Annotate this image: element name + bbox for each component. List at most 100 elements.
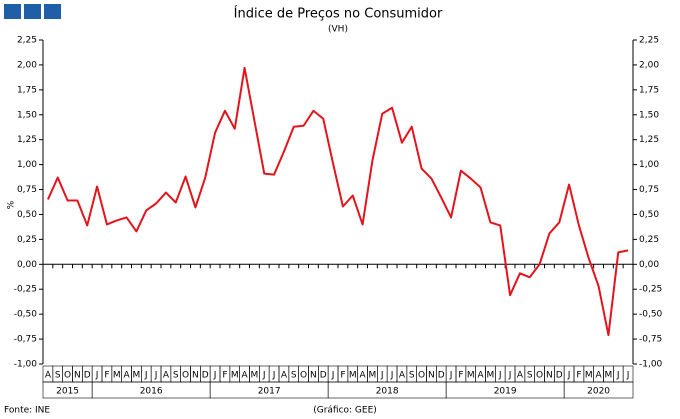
x-tick-label: J [272,371,276,381]
x-tick-label: O [536,371,543,381]
y-tick-label: -1,00 [14,360,38,370]
x-tick-label: A [477,371,484,381]
y-tick-label: 1,00 [17,160,37,170]
x-tick-label: M [133,371,141,381]
y-tick-label: 1,25 [17,135,37,145]
x-tick-label: F [104,371,109,381]
y-tick-label: -0,75 [14,335,37,345]
x-tick-label: S [291,371,297,381]
y2-tick-label: -0,50 [639,310,663,320]
y2-tick-label: 1,75 [639,85,659,95]
year-label: 2016 [140,387,163,397]
x-tick-label: D [438,371,445,381]
x-tick-label: O [182,371,189,381]
y2-tick-label: 2,00 [639,60,659,70]
x-tick-label: M [467,371,475,381]
y2-tick-label: 2,25 [639,36,659,46]
x-tick-label: M [349,371,357,381]
x-tick-label: F [340,371,345,381]
y-tick-label: 1,75 [17,85,37,95]
data-line [47,66,629,337]
x-tick-label: J [626,371,630,381]
x-tick-label: A [45,371,52,381]
x-tick-label: J [498,371,502,381]
source: Fonte: INE [4,406,50,416]
x-tick-label: M [585,371,593,381]
x-tick-label: M [113,371,121,381]
x-tick-label: A [281,371,288,381]
x-tick-label: J [154,371,158,381]
x-tick-label: J [567,371,571,381]
x-tick-label: S [55,371,61,381]
logo-square [24,4,41,19]
x-tick-label: M [487,371,495,381]
y2-tick-label: -0,25 [639,285,662,295]
x-tick-label: J [449,371,453,381]
y-axis-label: % [7,200,17,209]
logo-square [44,4,61,19]
y-tick-label: -0,25 [14,285,37,295]
logo-square [4,4,21,19]
y-tick-label: 0,00 [17,260,37,270]
y-tick-label: 2,00 [17,60,37,70]
x-tick-label: S [409,371,415,381]
x-tick-label: J [380,371,384,381]
x-tick-label: S [527,371,533,381]
year-label: 2020 [587,387,610,397]
x-tick-label: M [369,371,377,381]
x-tick-label: F [222,371,227,381]
x-tick-label: A [163,371,170,381]
x-tick-label: J [95,371,99,381]
y2-tick-label: 0,00 [639,260,659,270]
year-label: 2019 [494,387,517,397]
x-tick-label: F [458,371,463,381]
y2-tick-label: 0,75 [639,185,659,195]
x-tick-label: A [595,371,602,381]
y2-tick-label: 0,50 [639,210,659,220]
x-tick-label: O [300,371,307,381]
x-tick-label: A [359,371,366,381]
x-tick-label: J [331,371,335,381]
y-tick-label: 0,75 [17,185,37,195]
x-tick-label: A [399,371,406,381]
x-tick-label: D [202,371,209,381]
year-label: 2018 [376,387,399,397]
y2-tick-label: 1,50 [639,110,659,120]
x-tick-label: A [123,371,130,381]
x-tick-label: M [605,371,613,381]
x-tick-label: J [390,371,394,381]
x-tick-label: M [251,371,259,381]
y-tick-label: 0,50 [17,210,37,220]
x-tick-label: J [213,371,217,381]
y2-tick-label: 1,00 [639,160,659,170]
x-tick-label: D [320,371,327,381]
year-cell [563,381,634,399]
x-tick-label: N [310,371,317,381]
y-tick-label: -0,50 [14,310,38,320]
x-tick-label: J [262,371,266,381]
x-tick-label: M [231,371,239,381]
y-tick-label: 2,25 [17,36,37,46]
chart-title: Índice de Preços no Consumidor [234,6,443,22]
x-tick-label: O [418,371,425,381]
year-label: 2015 [56,387,79,397]
x-tick-label: N [192,371,199,381]
chart-subtitle: (VH) [328,25,348,35]
year-label: 2017 [258,387,281,397]
y2-tick-label: -0,75 [639,335,662,345]
x-tick-label: D [84,371,91,381]
credit: (Gráfico: GEE) [313,406,377,416]
x-tick-label: S [173,371,179,381]
x-tick-label: J [508,371,512,381]
x-tick-label: N [74,371,81,381]
y-tick-label: 1,50 [17,110,37,120]
x-tick-label: A [517,371,524,381]
y2-tick-label: 1,25 [639,135,659,145]
x-tick-label: D [556,371,563,381]
y2-tick-label: 0,25 [639,235,659,245]
x-tick-label: J [144,371,148,381]
y2-tick-label: -1,00 [639,360,663,370]
x-tick-label: N [546,371,553,381]
x-tick-label: N [428,371,435,381]
